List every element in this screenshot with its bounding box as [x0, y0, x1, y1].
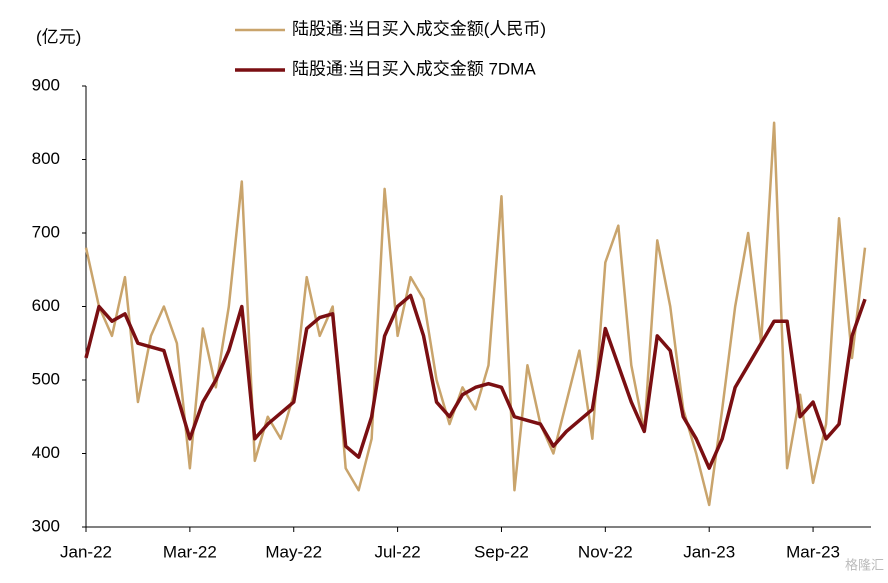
y-tick-label: 400 [32, 443, 60, 462]
y-tick-label: 300 [32, 516, 60, 535]
y-tick-label: 600 [32, 296, 60, 315]
x-tick-label: Jan-22 [60, 542, 112, 561]
legend-label: 陆股通:当日买入成交金额 7DMA [292, 59, 536, 78]
y-tick-label: 700 [32, 222, 60, 241]
x-tick-label: Mar-22 [163, 542, 217, 561]
x-tick-label: May-22 [265, 542, 322, 561]
x-tick-label: Mar-23 [786, 542, 840, 561]
x-tick-label: Jul-22 [374, 542, 420, 561]
series-line [84, 121, 867, 507]
x-tick-label: Nov-22 [578, 542, 633, 561]
legend-label: 陆股通:当日买入成交金额(人民币) [292, 19, 546, 38]
x-tick-label: Sep-22 [474, 542, 529, 561]
y-tick-label: 800 [32, 149, 60, 168]
watermark: 格隆汇 [845, 557, 884, 572]
y-axis-unit: (亿元) [36, 27, 81, 46]
y-tick-label: 500 [32, 369, 60, 388]
y-tick-label: 900 [32, 75, 60, 94]
series-line [84, 293, 867, 470]
x-tick-label: Jan-23 [683, 542, 735, 561]
